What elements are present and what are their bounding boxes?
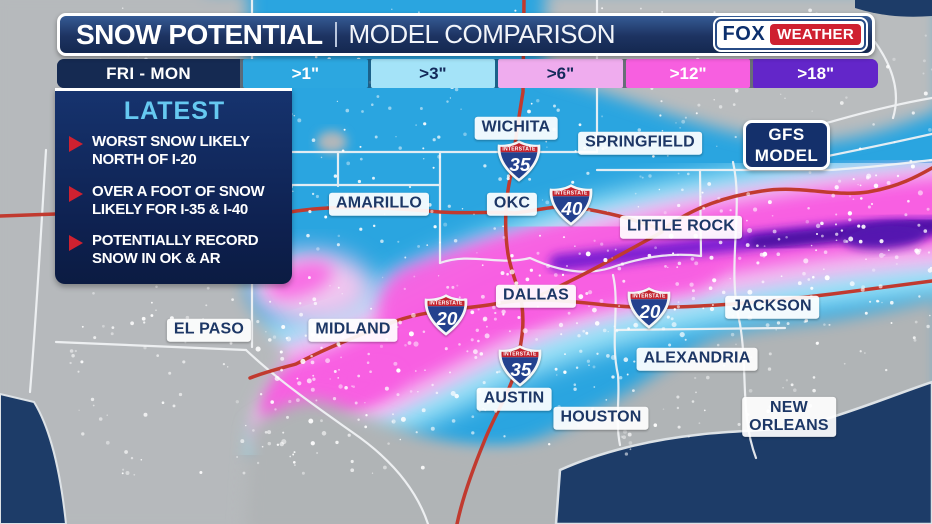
svg-text:INTERSTATE: INTERSTATE (554, 190, 588, 196)
city-label-new-orleans: NEW ORLEANS (742, 396, 836, 438)
legend-item: >1" (243, 59, 368, 88)
city-label-amarillo: AMARILLO (328, 192, 430, 216)
page-title: SNOW POTENTIAL (76, 18, 323, 50)
city-label-austin: AUSTIN (476, 387, 552, 411)
svg-text:INTERSTATE: INTERSTATE (632, 293, 666, 299)
legend-item: >12" (625, 59, 751, 88)
city-label-houston: HOUSTON (553, 406, 649, 430)
fox-weather-logo: FOX WEATHER (714, 19, 866, 50)
legend-items: >1" >3" >6" >12" >18" (243, 59, 878, 88)
callout-bullet: POTENTIALLY RECORD SNOW IN OK & AR (67, 232, 282, 269)
gray-lake-blob (317, 131, 347, 153)
interstate-35-shield: INTERSTATE 35 (498, 345, 542, 387)
page-subtitle: MODEL COMPARISON (348, 19, 616, 49)
city-label-little-rock: LITTLE ROCK (620, 215, 742, 239)
svg-text:35: 35 (510, 359, 531, 380)
road-i40-west-stub (0, 212, 58, 218)
latest-callout: LATEST WORST SNOW LIKELY NORTH OF I-20 OVE… (55, 88, 292, 284)
city-label-wichita: WICHITA (474, 116, 558, 140)
legend-item: >6" (498, 59, 623, 88)
bullet-arrow-icon (69, 235, 83, 252)
svg-text:20: 20 (435, 308, 457, 329)
callout-bullets: WORST SNOW LIKELY NORTH OF I-20 OVER A FOO… (67, 133, 282, 269)
model-badge: GFS MODEL (743, 120, 830, 170)
city-label-alexandria: ALEXANDRIA (636, 347, 758, 371)
bullet-text: OVER A FOOT OF SNOW LIKELY FOR I-35 & I-4… (92, 182, 265, 218)
svg-text:35: 35 (509, 154, 530, 175)
city-label-jackson: JACKSON (725, 295, 819, 319)
legend-item: >18" (753, 59, 878, 88)
snow-darkpurple-blob (843, 222, 927, 250)
callout-title: LATEST (123, 97, 226, 125)
model-badge-line: GFS (768, 124, 805, 144)
interstate-40-shield: INTERSTATE 40 (549, 184, 593, 226)
callout-bullet: OVER A FOOT OF SNOW LIKELY FOR I-35 & I-4… (67, 183, 282, 220)
city-label-dallas: DALLAS (495, 284, 577, 308)
legend-item: >3" (370, 59, 496, 88)
legend-bar: FRI - MON >1" >3" >6" >12" >18" (57, 59, 878, 88)
title-bar: SNOW POTENTIAL MODEL COMPARISON FOX WEAT… (57, 13, 875, 56)
city-label-okc: OKC (486, 192, 538, 216)
svg-text:40: 40 (560, 198, 582, 219)
svg-text:INTERSTATE: INTERSTATE (429, 300, 463, 306)
city-label-el-paso: EL PASO (166, 318, 252, 342)
legend-period: FRI - MON (57, 59, 240, 88)
interstate-20-shield: INTERSTATE 20 (627, 287, 671, 329)
callout-bullet: WORST SNOW LIKELY NORTH OF I-20 (67, 133, 282, 170)
weather-logo-badge: WEATHER (770, 24, 861, 45)
bullet-text: POTENTIALLY RECORD SNOW IN OK & AR (92, 232, 259, 268)
interstate-20-shield: INTERSTATE 20 (424, 294, 468, 336)
bullet-arrow-icon (69, 136, 83, 152)
interstate-35-shield: INTERSTATE 35 (497, 140, 541, 182)
svg-text:20: 20 (638, 301, 660, 322)
model-badge-line: MODEL (754, 146, 819, 165)
title-separator (334, 22, 337, 47)
water-top-right (855, 0, 932, 17)
svg-text:INTERSTATE: INTERSTATE (503, 351, 537, 357)
svg-text:INTERSTATE: INTERSTATE (502, 146, 536, 152)
fox-logo-text: FOX (722, 23, 766, 45)
bullet-arrow-icon (69, 185, 83, 202)
bullet-text: WORST SNOW LIKELY NORTH OF I-20 (92, 133, 250, 169)
city-label-springfield: SPRINGFIELD (578, 131, 702, 155)
city-label-midland: MIDLAND (308, 318, 398, 342)
